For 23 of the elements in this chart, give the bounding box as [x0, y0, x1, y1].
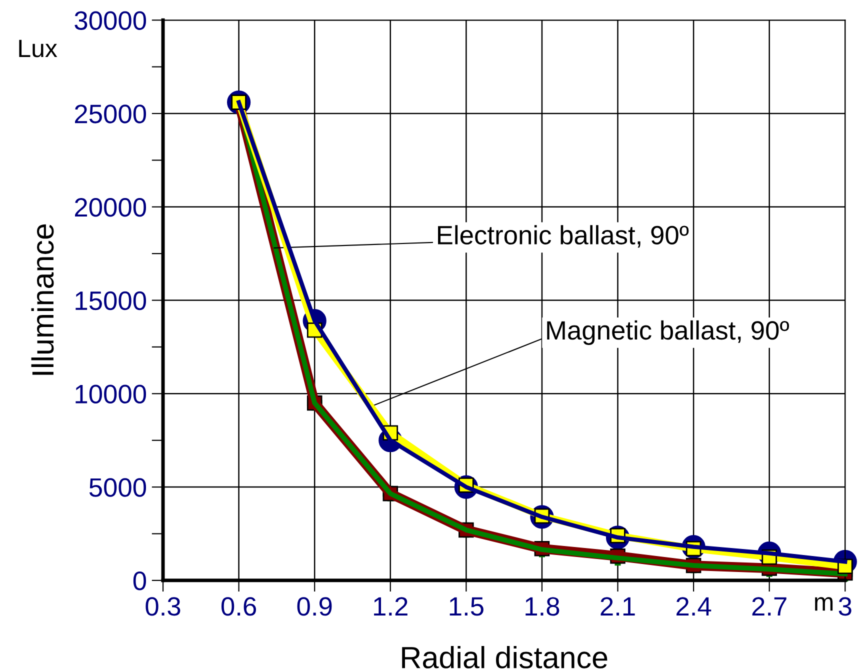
text: m — [815, 597, 833, 611]
y-tick-label: 15000 — [76, 291, 146, 310]
x-tick-label: 1.8 — [526, 597, 560, 616]
x-tick-label: 2.1 — [600, 597, 635, 616]
x-tick-label: 1.5 — [450, 597, 484, 616]
y-tick-label: 20000 — [75, 198, 146, 217]
x-tick-label: 0.3 — [146, 597, 180, 616]
y-tick-label: 5000 — [89, 478, 146, 497]
x-tick-label: 2.4 — [676, 597, 712, 616]
text: Lux — [19, 40, 58, 58]
x-tick-label: 1.2 — [374, 597, 408, 616]
y-tick-label: 30000 — [74, 11, 146, 30]
annotation: Electronic ballast, 90º — [438, 225, 689, 248]
x-tick-label: 2.7 — [752, 597, 786, 616]
annotation: Magnetic ballast, 90º — [547, 320, 790, 345]
y-tick-label: 10000 — [76, 384, 146, 404]
y-tick-label: 25000 — [75, 104, 146, 124]
x-axis-title: Radial distance — [402, 646, 608, 668]
x-tick-label: 3 — [838, 597, 852, 616]
x-tick-label: 0.6 — [222, 597, 256, 616]
y-tick-label: 0 — [133, 572, 146, 590]
y-axis-title: Illuminance — [31, 224, 54, 375]
x-tick-label: 0.9 — [297, 597, 332, 616]
